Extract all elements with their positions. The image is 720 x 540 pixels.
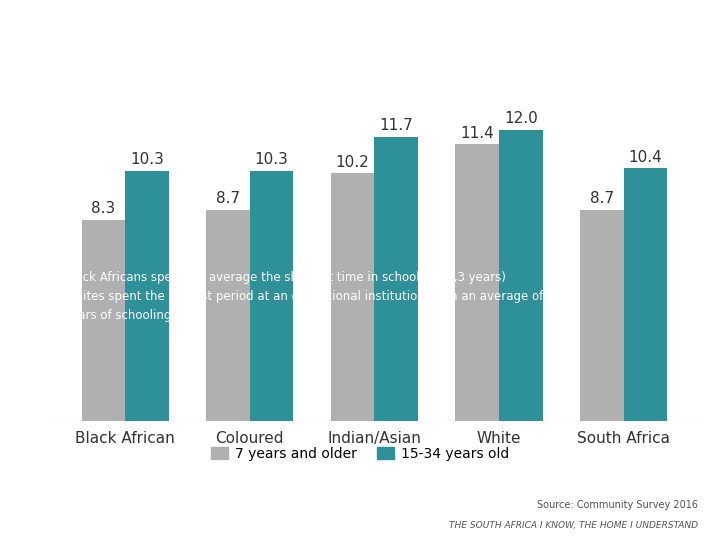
Bar <box>374 137 418 421</box>
Bar <box>330 173 374 421</box>
Text: 11.4: 11.4 <box>460 125 494 140</box>
Bar <box>580 210 624 421</box>
Text: 8.7: 8.7 <box>590 191 614 206</box>
Text: 10.3: 10.3 <box>130 152 164 167</box>
Text: 8.3: 8.3 <box>91 201 115 216</box>
Text: 12.0: 12.0 <box>504 111 538 126</box>
Text: Source: Community Survey 2016: Source: Community Survey 2016 <box>537 500 698 510</box>
Text: Black Africans spend on average the shortest time in schooling (8,3 years)
White: Black Africans spend on average the shor… <box>64 271 573 322</box>
Text: Mean years of schooling by population group, 2016: Mean years of schooling by population gr… <box>14 26 580 45</box>
Text: 11.7: 11.7 <box>379 118 413 133</box>
Bar <box>624 168 667 421</box>
Bar <box>125 171 168 421</box>
Bar <box>499 130 543 421</box>
Text: 10.2: 10.2 <box>336 154 369 170</box>
Bar <box>456 144 499 421</box>
Bar <box>81 219 125 421</box>
Text: 10.4: 10.4 <box>629 150 662 165</box>
Bar <box>250 171 294 421</box>
Text: 10.3: 10.3 <box>255 152 289 167</box>
Text: THE SOUTH AFRICA I KNOW, THE HOME I UNDERSTAND: THE SOUTH AFRICA I KNOW, THE HOME I UNDE… <box>449 521 698 530</box>
Legend: 7 years and older, 15-34 years old: 7 years and older, 15-34 years old <box>205 441 515 466</box>
Bar <box>206 210 250 421</box>
Text: 8.7: 8.7 <box>216 191 240 206</box>
